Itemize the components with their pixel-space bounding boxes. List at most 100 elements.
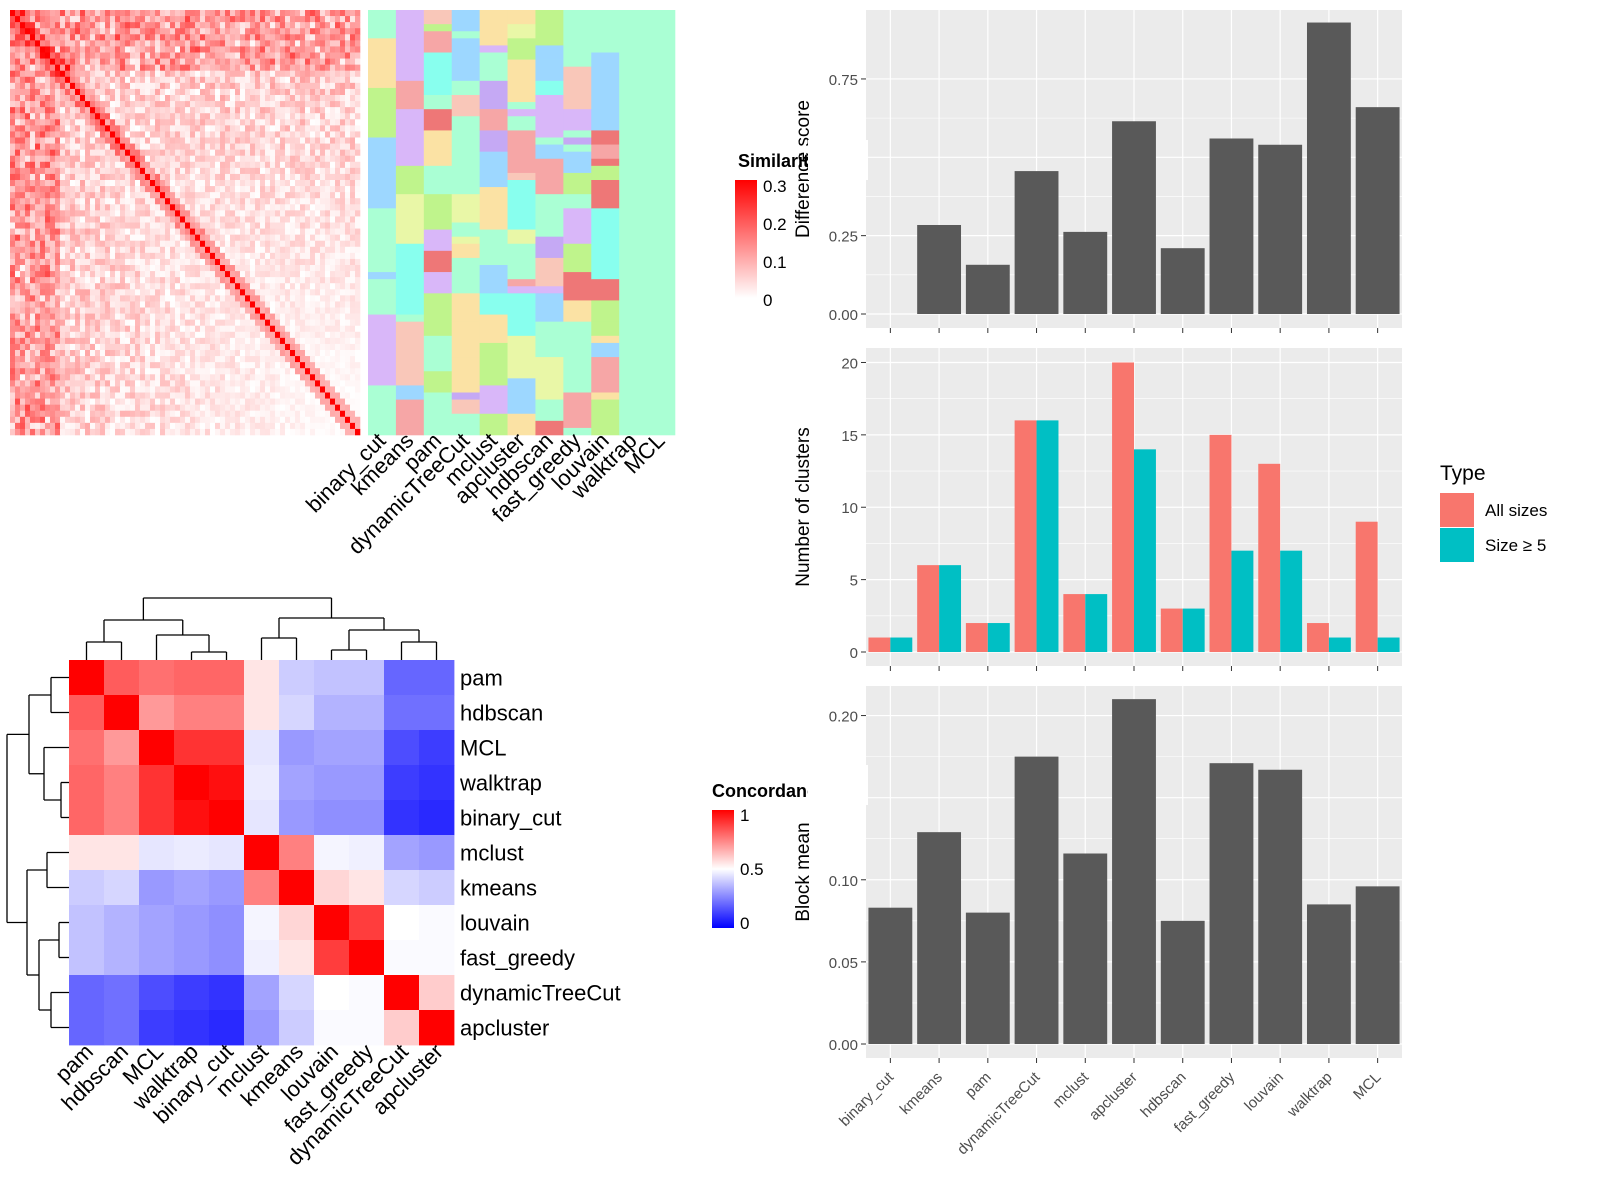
similarity-cell xyxy=(60,307,66,314)
similarity-cell xyxy=(115,119,121,126)
similarity-cell xyxy=(55,325,61,333)
cluster-cell xyxy=(451,38,480,82)
similarity-cell xyxy=(185,422,191,430)
similarity-cell xyxy=(145,258,151,266)
similarity-cell xyxy=(220,204,226,211)
similarity-cell xyxy=(135,331,141,339)
similarity-cell xyxy=(110,252,116,260)
similarity-cell xyxy=(40,331,46,339)
similarity-cell xyxy=(295,392,301,399)
similarity-cell xyxy=(340,416,346,424)
similarity-cell xyxy=(335,113,341,120)
similarity-cell xyxy=(345,265,351,272)
similarity-cell xyxy=(20,70,26,78)
similarity-cell xyxy=(260,356,266,363)
similarity-cell xyxy=(80,192,86,199)
similarity-cell xyxy=(185,113,191,120)
similarity-cell xyxy=(15,234,21,242)
similarity-cell xyxy=(155,252,161,260)
similarity-cell xyxy=(110,113,116,120)
similarity-cell xyxy=(205,40,211,47)
similarity-cell xyxy=(10,222,16,229)
similarity-cell xyxy=(20,186,26,193)
similarity-cell xyxy=(110,277,116,284)
similarity-cell xyxy=(60,374,66,381)
similarity-cell xyxy=(340,307,346,314)
similarity-cell xyxy=(45,46,51,53)
similarity-cell xyxy=(180,374,186,381)
similarity-cell xyxy=(250,192,256,199)
similarity-cell xyxy=(85,10,91,17)
similarity-cell xyxy=(335,301,341,308)
similarity-cell xyxy=(330,234,336,242)
similarity-cell xyxy=(155,64,161,72)
similarity-cell xyxy=(65,149,71,157)
similarity-cell xyxy=(325,167,331,175)
similarity-cell xyxy=(305,343,311,351)
similarity-cell xyxy=(190,289,196,296)
similarity-cell xyxy=(325,16,331,23)
similarity-cell xyxy=(335,252,341,260)
similarity-cell xyxy=(235,289,241,296)
similarity-cell xyxy=(80,34,86,41)
similarity-cell xyxy=(190,113,196,120)
similarity-cell xyxy=(55,101,61,108)
similarity-cell xyxy=(330,380,336,387)
similarity-cell xyxy=(210,216,216,223)
similarity-cell xyxy=(60,198,66,205)
similarity-cell xyxy=(250,113,256,120)
similarity-cell xyxy=(135,46,141,53)
similarity-cell xyxy=(50,392,56,399)
similarity-cell xyxy=(25,380,31,387)
similarity-cell xyxy=(235,173,241,181)
similarity-cell xyxy=(100,356,106,363)
similarity-cell xyxy=(255,271,261,278)
similarity-cell xyxy=(255,143,261,150)
similarity-cell xyxy=(60,295,66,302)
similarity-cell xyxy=(275,362,281,369)
similarity-cell xyxy=(330,307,336,314)
similarity-cell xyxy=(230,149,236,157)
similarity-cell xyxy=(85,131,91,138)
similarity-cell xyxy=(45,404,51,412)
similarity-cell xyxy=(340,356,346,363)
similarity-cell xyxy=(300,88,306,96)
similarity-cell xyxy=(40,16,46,23)
similarity-cell xyxy=(90,374,96,381)
similarity-cell xyxy=(320,240,326,248)
similarity-cell xyxy=(335,131,341,138)
similarity-cell xyxy=(305,10,311,17)
similarity-cell xyxy=(235,325,241,333)
similarity-cell xyxy=(125,88,131,96)
similarity-cell xyxy=(295,337,301,345)
similarity-cell xyxy=(255,277,261,284)
cluster-cell xyxy=(423,10,453,25)
similarity-cell xyxy=(155,155,161,163)
similarity-cell xyxy=(200,258,206,266)
cluster-cell xyxy=(423,250,453,273)
similarity-cell xyxy=(305,404,311,412)
similarity-cell xyxy=(215,331,221,339)
similarity-cell xyxy=(85,125,91,132)
similarity-cell xyxy=(10,350,16,357)
similarity-cell xyxy=(85,398,91,405)
similarity-cell xyxy=(20,161,26,169)
similarity-cell xyxy=(185,198,191,205)
cluster-cell xyxy=(451,265,480,294)
similarity-cell xyxy=(50,410,56,418)
similarity-cell xyxy=(45,143,51,150)
similarity-cell xyxy=(305,265,311,272)
similarity-cell xyxy=(290,131,296,138)
similarity-cell xyxy=(75,240,81,248)
similarity-cell xyxy=(70,362,76,369)
similarity-cell xyxy=(140,131,146,138)
similarity-cell xyxy=(170,161,176,169)
similarity-cell xyxy=(320,28,326,35)
similarity-cell xyxy=(265,301,271,308)
similarity-cell xyxy=(85,119,91,126)
similarity-cell xyxy=(355,34,361,41)
similarity-cell xyxy=(40,319,46,327)
similarity-cell xyxy=(250,28,256,35)
similarity-cell xyxy=(230,131,236,138)
similarity-cell xyxy=(240,422,246,430)
